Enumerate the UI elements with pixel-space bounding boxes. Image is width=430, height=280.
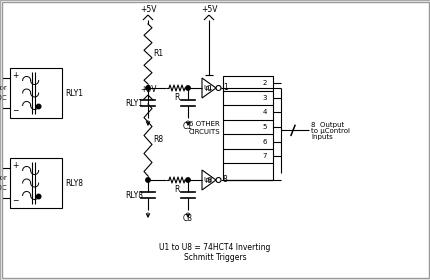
Text: +: + [12, 71, 18, 80]
Text: 1: 1 [222, 83, 227, 92]
Text: +24VDC or: +24VDC or [0, 85, 7, 91]
Text: R1: R1 [153, 50, 163, 59]
Text: +24VDC or: +24VDC or [0, 175, 7, 181]
Circle shape [145, 178, 150, 182]
Text: 5: 5 [262, 124, 267, 130]
Text: Schmitt Triggers: Schmitt Triggers [183, 253, 246, 262]
Text: C1: C1 [183, 122, 193, 131]
Text: Inputs: Inputs [310, 134, 332, 140]
Circle shape [37, 104, 41, 109]
Circle shape [185, 178, 190, 182]
Text: RLY1: RLY1 [65, 88, 83, 97]
Circle shape [185, 86, 190, 90]
Text: +: + [12, 161, 18, 170]
Text: RLY8: RLY8 [65, 179, 83, 188]
Text: −: − [12, 196, 18, 205]
Text: +5V: +5V [139, 5, 156, 14]
Text: R: R [174, 185, 179, 194]
Text: U1 to U8 = 74HCT4 Inverting: U1 to U8 = 74HCT4 Inverting [159, 242, 270, 251]
Text: CIRCUITS: CIRCUITS [188, 129, 219, 135]
Text: R: R [174, 93, 179, 102]
Text: 6: 6 [262, 139, 267, 144]
Text: C8: C8 [183, 214, 193, 223]
Text: U1: U1 [203, 85, 212, 91]
Text: 2: 2 [262, 80, 267, 86]
Text: −: − [12, 106, 18, 115]
Circle shape [37, 194, 41, 199]
Text: RLY8: RLY8 [125, 190, 143, 199]
Text: 3: 3 [262, 95, 267, 101]
Bar [222, 76, 272, 180]
Text: RLY1: RLY1 [125, 99, 143, 108]
Text: 7: 7 [262, 153, 267, 159]
Bar [10, 158, 62, 208]
Text: 6 OTHER: 6 OTHER [189, 121, 219, 127]
Bar [10, 68, 62, 118]
Text: +5V: +5V [139, 85, 156, 94]
Text: 8  Output: 8 Output [310, 122, 344, 128]
Text: 8: 8 [222, 176, 227, 185]
Text: +5V: +5V [200, 5, 217, 14]
Text: to μControl: to μControl [310, 128, 349, 134]
Text: 4: 4 [262, 109, 267, 115]
Text: R8: R8 [153, 136, 163, 144]
Circle shape [145, 86, 150, 90]
Text: 12VDC: 12VDC [0, 185, 7, 191]
Text: U8: U8 [203, 177, 212, 183]
Text: 12VDC: 12VDC [0, 95, 7, 101]
